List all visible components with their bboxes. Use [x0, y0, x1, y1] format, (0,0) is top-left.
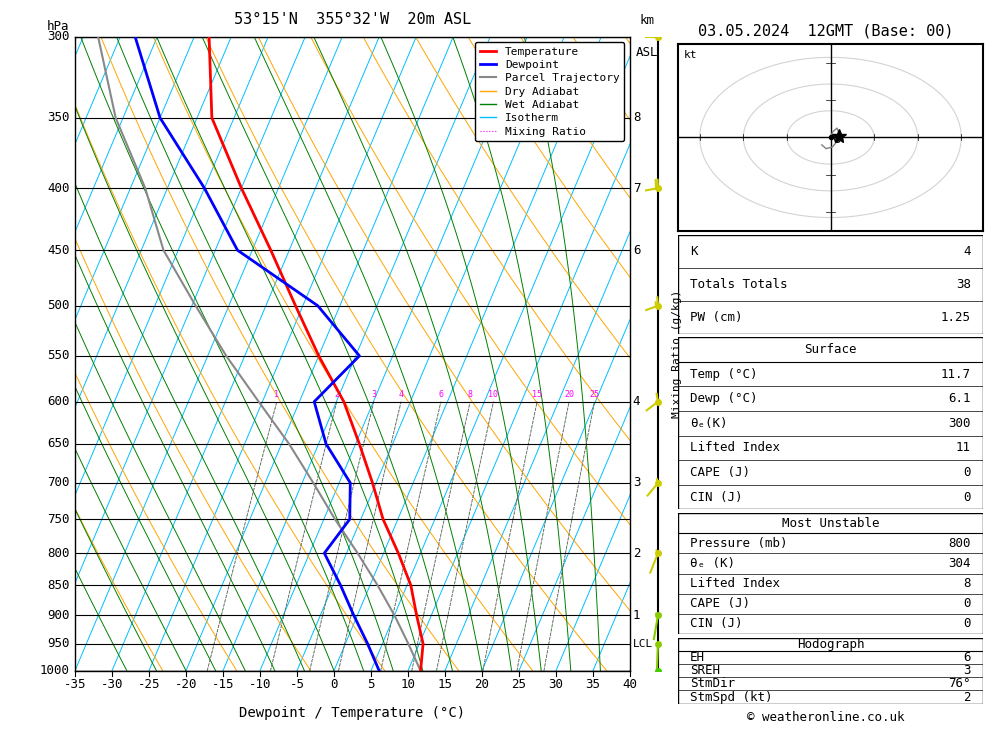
Text: 38: 38	[956, 278, 971, 290]
Text: © weatheronline.co.uk: © weatheronline.co.uk	[747, 711, 905, 724]
Text: 6: 6	[438, 389, 443, 399]
Text: -20: -20	[175, 678, 197, 691]
Text: 8: 8	[468, 389, 473, 399]
Text: Totals Totals: Totals Totals	[690, 278, 788, 290]
Text: 30: 30	[548, 678, 564, 691]
Text: 304: 304	[948, 557, 971, 570]
Text: 0: 0	[963, 617, 971, 630]
Text: 40: 40	[622, 678, 638, 691]
Text: 300: 300	[948, 417, 971, 430]
Text: km: km	[639, 14, 654, 27]
Text: 300: 300	[47, 30, 69, 43]
Text: 450: 450	[47, 243, 69, 257]
Text: 900: 900	[47, 608, 69, 622]
Text: 750: 750	[47, 512, 69, 526]
Text: 0: 0	[963, 490, 971, 504]
Text: EH: EH	[690, 651, 705, 664]
Text: CAPE (J): CAPE (J)	[690, 466, 750, 479]
Text: 76°: 76°	[948, 677, 971, 690]
Text: 850: 850	[47, 578, 69, 592]
Text: θₑ (K): θₑ (K)	[690, 557, 735, 570]
Text: 4: 4	[963, 245, 971, 257]
Text: 4: 4	[399, 389, 404, 399]
Text: 25: 25	[512, 678, 526, 691]
Text: 15: 15	[438, 678, 452, 691]
Text: 800: 800	[948, 537, 971, 550]
Text: -15: -15	[212, 678, 234, 691]
Text: Surface: Surface	[804, 343, 857, 356]
Text: 500: 500	[47, 299, 69, 312]
Text: 1.25: 1.25	[941, 311, 971, 323]
Text: 0: 0	[963, 466, 971, 479]
Legend: Temperature, Dewpoint, Parcel Trajectory, Dry Adiabat, Wet Adiabat, Isotherm, Mi: Temperature, Dewpoint, Parcel Trajectory…	[475, 43, 624, 141]
Text: 3: 3	[633, 476, 640, 490]
Text: CAPE (J): CAPE (J)	[690, 597, 750, 611]
Text: -25: -25	[138, 678, 160, 691]
Text: Lifted Index: Lifted Index	[690, 577, 780, 590]
Text: 20: 20	[564, 389, 574, 399]
Text: 4: 4	[633, 395, 640, 408]
Text: StmDir: StmDir	[690, 677, 735, 690]
Text: 6: 6	[633, 243, 640, 257]
Text: Lifted Index: Lifted Index	[690, 441, 780, 454]
Text: 1: 1	[633, 608, 640, 622]
Text: 2: 2	[334, 389, 339, 399]
Text: LCL: LCL	[633, 638, 653, 649]
Text: -35: -35	[64, 678, 86, 691]
Text: 550: 550	[47, 350, 69, 362]
Text: 25: 25	[589, 389, 599, 399]
Text: 11: 11	[956, 441, 971, 454]
Text: θₑ(K): θₑ(K)	[690, 417, 728, 430]
Text: 8: 8	[963, 577, 971, 590]
Text: hPa: hPa	[47, 21, 69, 34]
Text: 1000: 1000	[39, 664, 69, 677]
Text: kt: kt	[684, 50, 698, 59]
Text: StmSpd (kt): StmSpd (kt)	[690, 690, 773, 704]
Text: 6.1: 6.1	[948, 392, 971, 405]
Text: -30: -30	[101, 678, 123, 691]
Text: 10: 10	[488, 389, 498, 399]
Text: PW (cm): PW (cm)	[690, 311, 743, 323]
Text: CIN (J): CIN (J)	[690, 490, 743, 504]
Text: 2: 2	[963, 690, 971, 704]
Text: 600: 600	[47, 395, 69, 408]
Text: 350: 350	[47, 111, 69, 125]
Text: 1: 1	[274, 389, 279, 399]
Text: 5: 5	[367, 678, 375, 691]
Text: -5: -5	[290, 678, 304, 691]
Text: 8: 8	[633, 111, 640, 125]
Text: ASL: ASL	[635, 46, 658, 59]
Text: K: K	[690, 245, 698, 257]
Text: 10: 10	[400, 678, 416, 691]
Text: 950: 950	[47, 637, 69, 650]
Text: 3: 3	[963, 664, 971, 677]
Text: Dewp (°C): Dewp (°C)	[690, 392, 758, 405]
Text: 7: 7	[633, 182, 640, 195]
Text: Dewpoint / Temperature (°C): Dewpoint / Temperature (°C)	[239, 706, 466, 720]
Text: -10: -10	[249, 678, 271, 691]
Text: 800: 800	[47, 547, 69, 560]
Text: 20: 20	[474, 678, 489, 691]
Text: 650: 650	[47, 438, 69, 450]
Text: 35: 35	[586, 678, 600, 691]
Text: Pressure (mb): Pressure (mb)	[690, 537, 788, 550]
Text: 0: 0	[963, 597, 971, 611]
Text: Most Unstable: Most Unstable	[782, 517, 879, 530]
Text: 3: 3	[371, 389, 376, 399]
Text: 0: 0	[330, 678, 338, 691]
Text: 400: 400	[47, 182, 69, 195]
Text: SREH: SREH	[690, 664, 720, 677]
Text: 11.7: 11.7	[941, 367, 971, 380]
Text: CIN (J): CIN (J)	[690, 617, 743, 630]
Text: 53°15'N  355°32'W  20m ASL: 53°15'N 355°32'W 20m ASL	[234, 12, 471, 27]
Text: Mixing Ratio (g/kg): Mixing Ratio (g/kg)	[672, 290, 682, 418]
Text: Hodograph: Hodograph	[797, 638, 864, 651]
Text: 15: 15	[532, 389, 542, 399]
Text: 700: 700	[47, 476, 69, 490]
Text: 6: 6	[963, 651, 971, 664]
Text: 2: 2	[633, 547, 640, 560]
Text: 03.05.2024  12GMT (Base: 00): 03.05.2024 12GMT (Base: 00)	[698, 23, 954, 38]
Text: Temp (°C): Temp (°C)	[690, 367, 758, 380]
